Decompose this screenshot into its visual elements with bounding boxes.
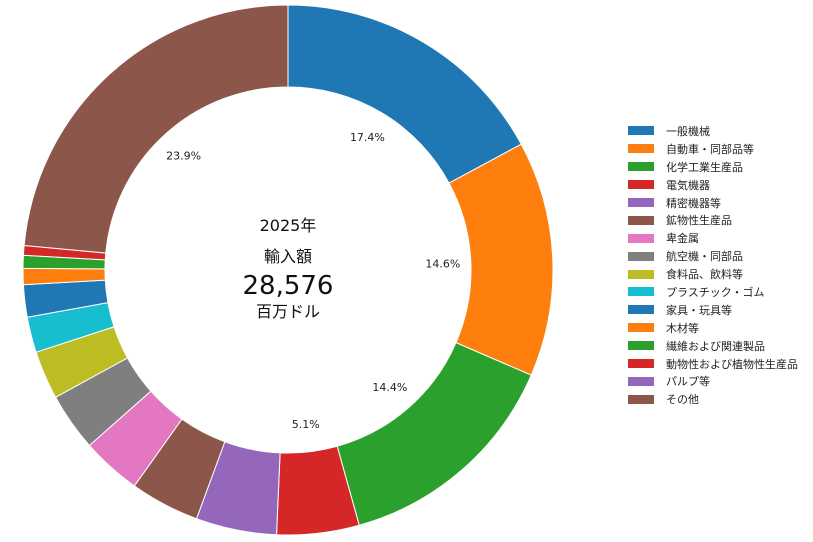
- legend-item: 繊維および関連製品: [628, 337, 798, 355]
- slice-16: [23, 4, 289, 254]
- legend-label: 化学工業生産品: [666, 160, 743, 174]
- legend-label: 航空機・同部品: [666, 250, 743, 264]
- legend-swatch: [628, 269, 654, 279]
- percent-label-16: 23.9%: [166, 149, 201, 162]
- center-value: 28,576: [243, 271, 334, 301]
- legend-label: 一般機械: [666, 124, 710, 138]
- slice-2: [448, 143, 554, 376]
- percent-label-2: 14.6%: [425, 257, 460, 270]
- legend-item: 自動車・同部品等: [628, 140, 798, 158]
- legend-swatch: [628, 126, 654, 136]
- percent-label-4: 5.1%: [292, 418, 320, 431]
- legend-item: 卑金属: [628, 229, 798, 247]
- legend-swatch: [628, 215, 654, 225]
- legend-swatch: [628, 287, 654, 297]
- legend-label: 自動車・同部品等: [666, 142, 754, 156]
- legend-label: その他: [666, 393, 699, 407]
- legend-item: 家具・玩具等: [628, 301, 798, 319]
- legend-item: 木材等: [628, 319, 798, 337]
- legend-item: 食料品、飲料等: [628, 265, 798, 283]
- legend-swatch: [628, 394, 654, 404]
- percent-labels: 17.4% 14.6% 14.4% 5.1% 23.9%: [166, 131, 460, 431]
- legend-label: 食料品、飲料等: [666, 268, 743, 282]
- center-unit: 百万ドル: [256, 302, 320, 321]
- legend-swatch: [628, 233, 654, 243]
- legend-item: 精密機器等: [628, 194, 798, 212]
- legend-item: その他: [628, 390, 798, 408]
- legend-label: パルプ等: [666, 375, 710, 389]
- legend: 一般機械自動車・同部品等 化学工業生産品 電気機器精密機器等鉱物性生産品 卑金属航空機…: [628, 122, 798, 408]
- legend-label: 動物性および植物性生産品: [666, 357, 798, 371]
- legend-item: パルプ等: [628, 372, 798, 390]
- legend-item: 電気機器: [628, 176, 798, 194]
- legend-item: 動物性および植物性生産品: [628, 355, 798, 373]
- legend-label: 卑金属: [666, 232, 699, 246]
- legend-label: 電気機器: [666, 178, 710, 192]
- legend-item: 航空機・同部品: [628, 247, 798, 265]
- legend-label: プラスチック・ゴム: [666, 285, 765, 299]
- legend-item: プラスチック・ゴム: [628, 283, 798, 301]
- percent-label-1: 17.4%: [350, 131, 385, 144]
- legend-swatch: [628, 144, 654, 154]
- legend-item: 一般機械: [628, 122, 798, 140]
- legend-swatch: [628, 305, 654, 315]
- percent-label-3: 14.4%: [372, 381, 407, 394]
- legend-label: 精密機器等: [666, 196, 721, 210]
- legend-swatch: [628, 198, 654, 207]
- legend-swatch: [628, 376, 654, 386]
- legend-swatch: [628, 323, 654, 333]
- center-label: 輸入額: [264, 247, 312, 266]
- legend-label: 家具・玩具等: [666, 303, 732, 317]
- legend-swatch: [628, 251, 654, 261]
- legend-item: 化学工業生産品: [628, 158, 798, 176]
- legend-swatch: [628, 359, 654, 369]
- legend-swatch: [628, 162, 654, 172]
- legend-item: 鉱物性生産品: [628, 211, 798, 229]
- legend-swatch: [628, 341, 654, 351]
- legend-label: 木材等: [666, 321, 699, 335]
- legend-label: 鉱物性生産品: [666, 214, 732, 228]
- slice-1: [287, 4, 522, 184]
- donut-slices: [22, 4, 554, 536]
- slice-3: [336, 341, 532, 526]
- legend-swatch: [628, 180, 654, 190]
- legend-label: 繊維および関連製品: [666, 339, 765, 353]
- center-year: 2025年: [260, 216, 317, 235]
